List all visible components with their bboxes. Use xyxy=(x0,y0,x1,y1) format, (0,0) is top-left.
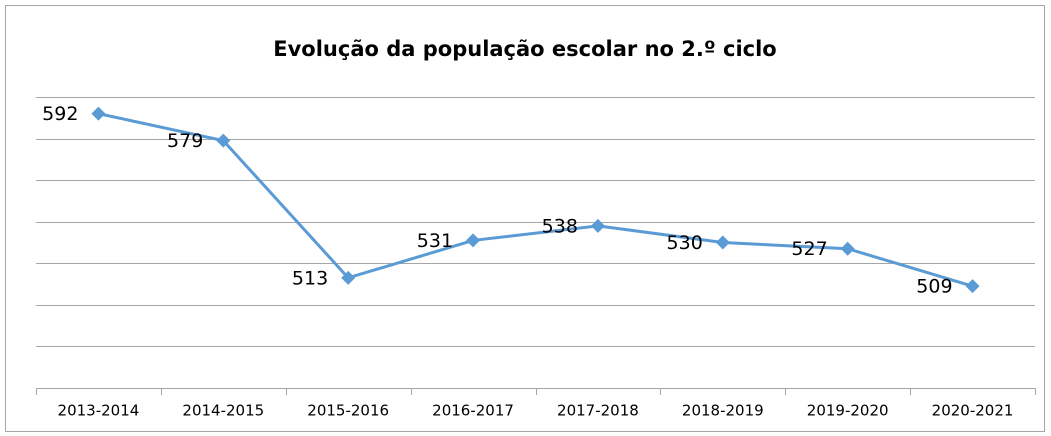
chart-title: Evolução da população escolar no 2.º cic… xyxy=(273,37,776,61)
x-tick-label: 2020-2021 xyxy=(932,402,1014,420)
data-label: 527 xyxy=(791,238,827,260)
marker xyxy=(466,233,481,248)
marker xyxy=(715,235,730,250)
data-label: 579 xyxy=(167,130,203,152)
marker xyxy=(965,279,980,294)
x-tick-label: 2019-2020 xyxy=(807,402,889,420)
x-tick-label: 2018-2019 xyxy=(682,402,764,420)
marker xyxy=(341,270,356,285)
data-label: 592 xyxy=(42,103,78,125)
marker xyxy=(91,106,106,121)
data-label: 513 xyxy=(292,267,328,289)
marker xyxy=(590,218,605,233)
data-label: 538 xyxy=(542,215,578,237)
data-label: 509 xyxy=(916,276,952,298)
data-label: 531 xyxy=(417,230,453,252)
marker xyxy=(840,241,855,256)
x-tick-label: 2016-2017 xyxy=(432,402,514,420)
x-tick-label: 2013-2014 xyxy=(58,402,140,420)
chart-frame xyxy=(5,5,1045,432)
line xyxy=(98,112,973,288)
data-label: 530 xyxy=(667,232,703,254)
x-tick-label: 2015-2016 xyxy=(307,402,389,420)
x-tick-label: 2017-2018 xyxy=(557,402,639,420)
x-tick-label: 2014-2015 xyxy=(182,402,264,420)
marker xyxy=(216,133,231,148)
